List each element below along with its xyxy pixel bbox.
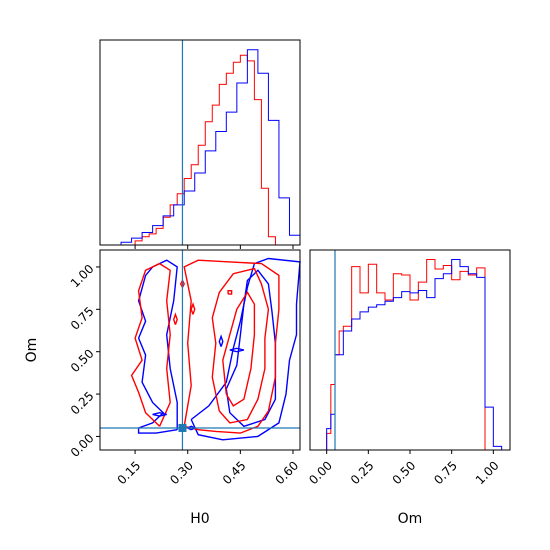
contour-line-9: [190, 302, 196, 315]
y-axis-label-om: Om: [24, 338, 40, 363]
contour-frame: [99, 249, 301, 451]
histogram-panel-h0: [99, 39, 301, 249]
x-tick-label-3: 0.60: [273, 458, 302, 487]
histogram-panel-om: 0.00 0.25 0.50 0.75 1.00 Om: [306, 249, 511, 527]
histogram-om-xticks: 0.00 0.25 0.50 0.75 1.00: [306, 450, 502, 487]
y-tick-label-3: 0.75: [68, 304, 97, 333]
x-tick-label-4: 1.00: [473, 458, 502, 487]
histogram-h0-frame: [99, 39, 301, 246]
y-tick-label-0: 0.00: [68, 431, 97, 460]
contour-line-3: [130, 262, 171, 427]
truth-marker: [178, 423, 187, 432]
histogram-series-1: [120, 49, 301, 245]
contour-line-4: [183, 259, 280, 434]
y-tick-label-1: 0.25: [68, 389, 97, 418]
y-tick-label-2: 0.50: [68, 346, 97, 375]
histogram-series-0: [326, 259, 494, 451]
x-axis-label-h0: H0: [190, 511, 209, 527]
histogram-om-series: [310, 259, 510, 451]
x-axis-label-om: Om: [398, 511, 423, 527]
x-tick-label-2: 0.45: [220, 458, 249, 487]
contour-line-5: [211, 267, 270, 424]
contour-line-12: [218, 334, 224, 347]
contour-panel-h0-om: 0.15 0.30 0.45 0.60 0.00 0.25 0.50 0.75 1.00 H0…: [24, 249, 302, 527]
x-tick-label-3: 0.75: [431, 458, 460, 487]
contour-line-6: [222, 291, 256, 407]
histogram-series-1: [310, 259, 510, 451]
histogram-h0-series: [120, 49, 301, 246]
x-tick-label-0: 0.15: [115, 458, 144, 487]
contour-yticks: 0.00 0.25 0.50 0.75 1.00: [68, 262, 100, 460]
contour-line-7: [227, 290, 233, 295]
x-tick-label-1: 0.25: [348, 458, 377, 487]
x-tick-label-0: 0.00: [306, 458, 335, 487]
contour-line-13: [152, 411, 167, 417]
x-tick-label-1: 0.30: [167, 458, 196, 487]
x-tick-label-2: 0.50: [390, 458, 419, 487]
contour-line-14: [186, 425, 197, 431]
contour-lines: [130, 257, 301, 441]
y-tick-label-4: 1.00: [68, 262, 97, 291]
histogram-series-0: [134, 54, 283, 246]
contour-line-2: [225, 269, 277, 428]
contour-line-1: [190, 257, 301, 441]
histogram-h0-xticks: [134, 245, 294, 249]
contour-xticks: 0.15 0.30 0.45 0.60: [115, 450, 302, 487]
contour-line-11: [229, 347, 245, 353]
contour-line-10: [172, 312, 178, 325]
